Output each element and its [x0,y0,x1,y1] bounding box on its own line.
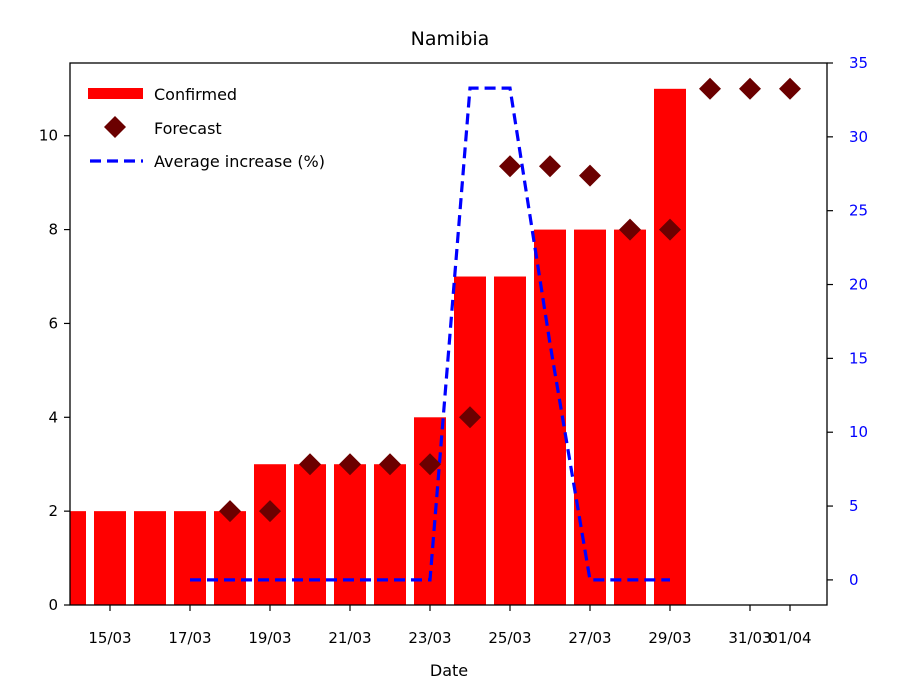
left-tick-label: 10 [39,127,58,145]
legend-swatch-confirmed [88,88,143,99]
bar-29-03 [654,88,686,606]
bar-27-03 [574,229,606,605]
bar-28-03 [614,229,646,605]
x-tick-label: 17/03 [168,629,211,647]
bar-14-03 [70,511,86,605]
right-tick-label: 25 [849,202,868,220]
x-tick-label: 27/03 [568,629,611,647]
bar-22-03 [374,464,406,605]
bar-18-03 [214,511,246,605]
chart-title: Namibia [411,28,490,50]
right-axis: 0 5 10 15 20 25 30 35 [827,54,868,589]
x-tick-label: 29/03 [648,629,691,647]
left-axis: 0 2 4 6 8 10 [39,127,70,614]
markers-layer [219,77,801,523]
x-tick-label: 01/04 [768,629,811,647]
right-tick-label: 30 [849,128,868,146]
legend-label-forecast: Forecast [154,119,222,138]
bar-19-03 [254,464,286,605]
right-tick-label: 15 [849,349,868,367]
forecast-point-29-03 [659,218,681,241]
x-tick-label: 19/03 [248,629,291,647]
bar-17-03 [174,511,206,605]
x-axis: 15/03 17/03 19/03 21/03 23/03 25/03 27/03 29/03… [88,605,812,647]
right-tick-label: 20 [849,276,868,294]
x-tick-label: 23/03 [408,629,451,647]
right-tick-label: 10 [849,423,868,441]
x-tick-label: 25/03 [488,629,531,647]
forecast-point-28-03 [619,218,641,241]
right-tick-label: 0 [849,571,859,589]
x-axis-title: Date [430,661,468,680]
left-tick-label: 4 [48,408,58,426]
legend: Confirmed Forecast Average increase (%) [88,85,325,171]
right-tick-label: 5 [849,497,859,515]
bar-15-03 [94,511,126,605]
forecast-point-23-03 [419,453,441,476]
forecast-point-31-03 [739,77,761,100]
forecast-point-27-03 [579,164,601,187]
forecast-point-26-03 [539,155,561,178]
x-tick-label: 31/03 [728,629,771,647]
bar-25-03 [494,276,526,605]
x-tick-label: 15/03 [88,629,131,647]
forecast-point-01-04 [779,77,801,100]
legend-swatch-forecast [104,116,126,138]
bar-26-03 [534,229,566,605]
forecast-point-21-03 [339,453,361,476]
bar-21-03 [334,464,366,605]
bar-16-03 [134,511,166,605]
forecast-point-25-03 [499,155,521,178]
forecast-point-24-03 [459,406,481,429]
average-increase-line [190,86,670,582]
left-tick-label: 8 [48,221,58,239]
forecast-point-22-03 [379,453,401,476]
bar-20-03 [294,464,326,605]
forecast-point-18-03 [219,500,241,523]
right-tick-label: 35 [849,54,868,72]
bar-24-03 [454,276,486,605]
forecast-point-30-03 [699,77,721,100]
x-tick-label: 21/03 [328,629,371,647]
forecast-point-19-03 [259,500,281,523]
left-tick-label: 0 [48,596,58,614]
plot-frame [69,62,828,606]
legend-label-average-increase: Average increase (%) [154,152,325,171]
left-tick-label: 6 [48,314,58,332]
legend-label-confirmed: Confirmed [154,85,237,104]
bars-layer [70,88,686,606]
line-layer [190,86,670,582]
forecast-point-20-03 [299,453,321,476]
left-tick-label: 2 [48,502,58,520]
